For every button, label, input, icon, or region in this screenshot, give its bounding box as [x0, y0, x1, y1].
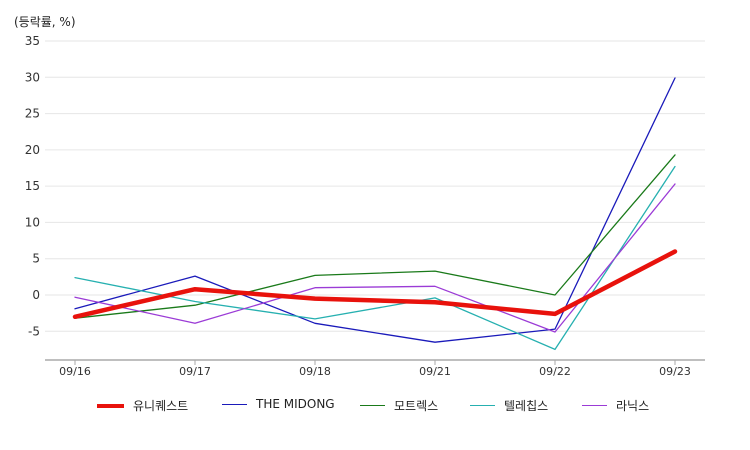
x-tick-label: 09/17 [179, 365, 211, 378]
x-tick-label: 09/21 [419, 365, 451, 378]
legend-item: 텔레칩스 [470, 397, 548, 414]
legend-swatch [97, 403, 124, 408]
y-tick-label: 30 [25, 70, 40, 84]
legend-swatch [470, 405, 495, 406]
x-tick-label: 09/16 [59, 365, 91, 378]
y-tick-label: 25 [25, 107, 40, 121]
series-line [74, 183, 676, 333]
legend-item: 유니퀘스트 [97, 397, 188, 414]
x-axis: 09/16 09/17 09/18 09/21 09/22 09/23 [45, 359, 705, 378]
legend-swatch [582, 405, 607, 406]
y-tick-label: 0 [32, 288, 40, 302]
y-axis-unit-label: (등락률, %) [14, 15, 76, 29]
y-tick-label: 10 [25, 215, 40, 229]
legend-item: 라닉스 [582, 397, 649, 414]
y-tick-label: 15 [25, 179, 40, 193]
x-tick-label: 09/18 [299, 365, 331, 378]
legend-item: THE MIDONG [222, 397, 335, 411]
series-line [72, 249, 678, 320]
x-tick-label: 09/23 [659, 365, 691, 378]
legend-item: 모트렉스 [360, 397, 438, 414]
gridlines [45, 40, 705, 332]
legend-swatch [222, 403, 247, 405]
legend-swatch [360, 405, 385, 406]
series-line [74, 154, 676, 319]
legend-label: 유니퀘스트 [133, 399, 189, 413]
legend: 유니퀘스트 THE MIDONG 모트렉스 텔레칩스 라닉스 [0, 397, 750, 417]
series-lines [72, 77, 678, 351]
y-tick-label: 5 [32, 252, 40, 266]
series-line [74, 77, 676, 343]
series-line [74, 165, 676, 351]
y-tick-labels: 35 30 25 20 15 10 5 0 -5 [25, 34, 40, 338]
legend-label: 모트렉스 [394, 399, 439, 413]
x-tick-label: 09/22 [539, 365, 571, 378]
y-tick-label: -5 [28, 324, 40, 338]
y-tick-label: 35 [25, 34, 40, 48]
y-tick-label: 20 [25, 143, 40, 157]
legend-label: 텔레칩스 [504, 399, 549, 413]
legend-label: 라닉스 [616, 399, 650, 413]
legend-label: THE MIDONG [256, 397, 335, 411]
